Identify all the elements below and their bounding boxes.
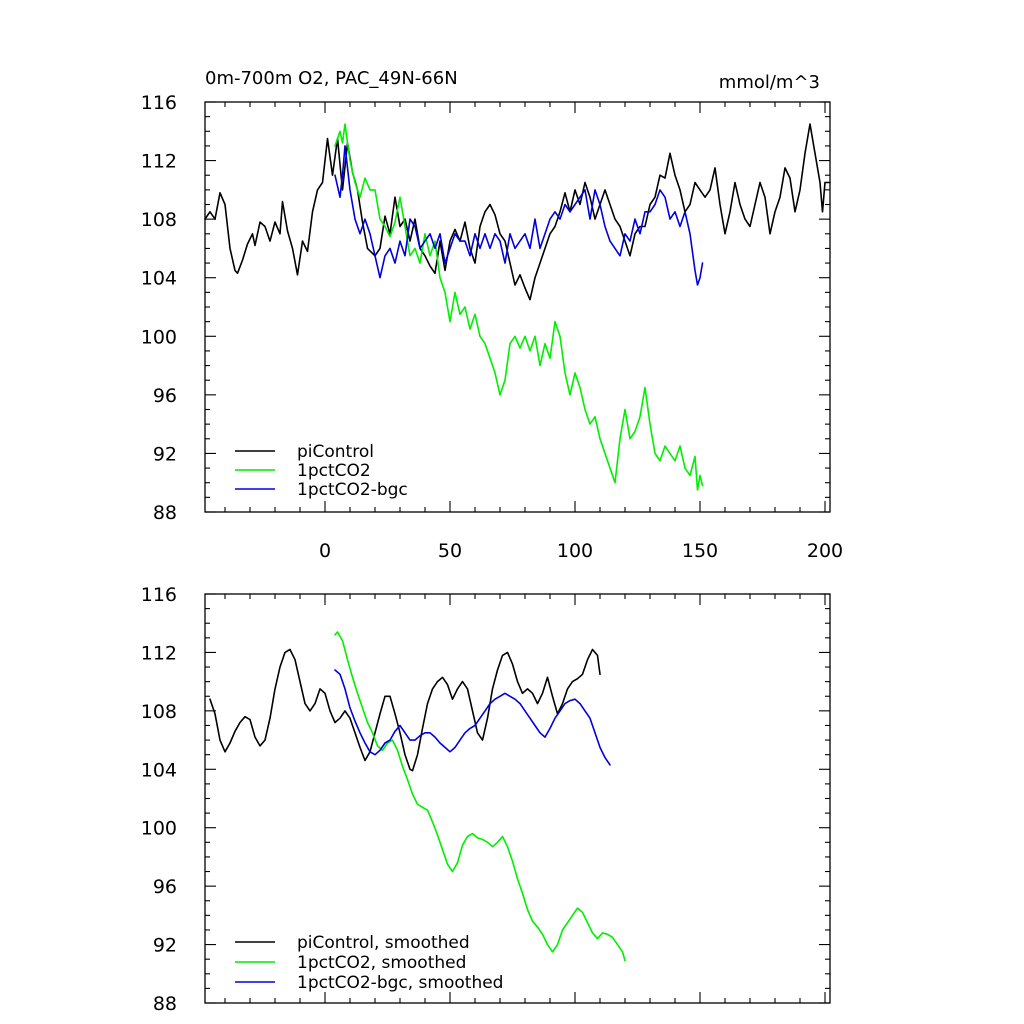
series-line-1pctco2-smoothed (334, 631, 626, 962)
top-line-chart-panel: 88 92 96 100 104 108 112 116 0 50 100 150 200 0m-700m… (141, 68, 843, 562)
series-line-1pctco2 (334, 123, 704, 491)
y-tick-label: 88 (153, 993, 177, 1015)
legend-label: piControl, smoothed (297, 933, 470, 953)
y-tick-label: 96 (153, 385, 177, 407)
y-tick-label: 112 (141, 642, 177, 664)
chart-title: 0m-700m O2, PAC_49N-66N (205, 68, 458, 89)
y-tick-label: 88 (153, 502, 177, 524)
series-line-picontrol-smoothed (209, 648, 601, 772)
x-tick-label: 50 (438, 540, 462, 562)
series-line-1pctco2-bgc-smoothed (334, 669, 611, 766)
series-line-picontrol (204, 123, 831, 301)
legend-label: 1pctCO2-bgc, smoothed (297, 973, 503, 993)
y-tick-label: 116 (141, 584, 177, 606)
x-tick-label: 200 (807, 540, 843, 562)
legend-label: 1pctCO2, smoothed (297, 953, 466, 973)
y-tick-label: 116 (141, 92, 177, 114)
y-tick-label: 92 (153, 443, 177, 465)
y-tick-label: 96 (153, 876, 177, 898)
y-tick-label: 100 (141, 818, 177, 840)
y-tick-label: 104 (141, 759, 177, 781)
bottom-smoothed-line-chart-panel: 88 92 96 100 104 108 112 116 piControl, smoothed… (141, 584, 831, 1015)
y-tick-label: 92 (153, 935, 177, 957)
x-tick-label: 150 (682, 540, 718, 562)
y-tick-label: 108 (141, 701, 177, 723)
legend-label: 1pctCO2-bgc (297, 480, 408, 500)
legend-label: 1pctCO2 (297, 461, 371, 481)
y-tick-label: 100 (141, 326, 177, 348)
y-tick-label: 104 (141, 268, 177, 290)
y-tick-label: 108 (141, 209, 177, 231)
x-tick-label: 100 (557, 540, 593, 562)
series-line-1pctco2-bgc (334, 145, 704, 286)
x-tick-label: 0 (319, 540, 331, 562)
y-tick-label: 112 (141, 151, 177, 173)
units-label: mmol/m^3 (719, 72, 820, 93)
legend-label: piControl (297, 442, 374, 462)
